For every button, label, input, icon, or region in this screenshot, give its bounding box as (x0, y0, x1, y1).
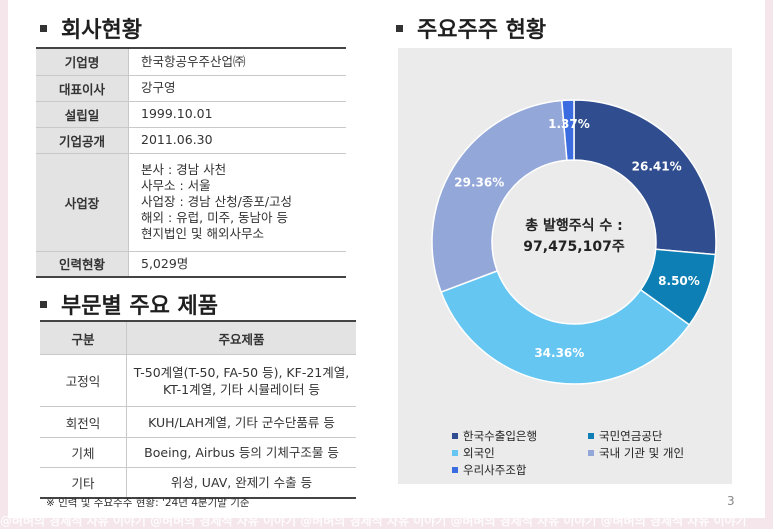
legend-label: 국내 기관 및 개인 (599, 446, 685, 460)
slice-label-1: 8.50% (658, 274, 700, 288)
info-value: 한국항공우주산업㈜ (128, 47, 346, 76)
donut-slice-2 (440, 269, 691, 385)
info-value: 강구영 (128, 75, 346, 102)
bullet-icon (40, 24, 47, 32)
legend-label: 우리사주조합 (463, 463, 527, 477)
table-row: 회전익 KUH/LAH계열, 기타 군수단품류 등 (40, 406, 356, 438)
product-items: T-50계열(T-50, FA-50 등), KF-21계열, KT-1계열, … (126, 354, 356, 407)
product-category: 기체 (40, 437, 127, 468)
page-number: 3 (727, 494, 735, 508)
donut-slice-4 (560, 99, 575, 162)
products-section-title: 부문별 주요 제품 (40, 288, 218, 320)
legend-item: 국민연금공단 (588, 428, 662, 444)
product-items: KUH/LAH계열, 기타 군수단품류 등 (126, 406, 356, 438)
product-items: Boeing, Airbus 등의 기체구조물 등 (126, 437, 356, 468)
table-row: 인력현황 5,029명 (36, 251, 346, 278)
legend-item: 외국인 (452, 445, 495, 461)
info-key: 기업명 (36, 47, 129, 76)
footnote: ※ 인력 및 주요주주 현황: '24년 4분기말 기준 (46, 497, 250, 509)
table-row: 고정익 T-50계열(T-50, FA-50 등), KF-21계열, KT-1… (40, 354, 356, 407)
company-info-table: 기업명 한국항공우주산업㈜ 대표이사 강구영 설립일 1999.10.01 기업… (36, 47, 346, 278)
legend-item: 한국수출입은행 (452, 428, 537, 444)
company-section-title: 회사현황 (40, 12, 142, 44)
table-row: 기업공개 2011.06.30 (36, 127, 346, 154)
legend-swatch (452, 432, 458, 439)
donut-slice-3 (431, 99, 568, 293)
table-row: 대표이사 강구영 (36, 75, 346, 102)
legend-item: 우리사주조합 (452, 462, 526, 478)
info-key: 인력현황 (36, 251, 129, 278)
product-category: 기타 (40, 467, 127, 499)
slice-label-4: 1.37% (548, 117, 590, 131)
legend-swatch (452, 466, 458, 473)
info-key: 대표이사 (36, 75, 129, 102)
bullet-icon (40, 300, 47, 308)
watermark: @벼벼의 경제적 자유 이야기 @벼벼의 경제적 자유 이야기 @벼벼의 경제적… (0, 514, 747, 528)
legend-label: 국민연금공단 (599, 429, 663, 443)
table-row: 기체 Boeing, Airbus 등의 기체구조물 등 (40, 437, 356, 468)
table-row: 기타 위성, UAV, 완제기 수출 등 (40, 467, 356, 499)
legend-swatch (588, 432, 594, 439)
legend-item: 국내 기관 및 개인 (588, 445, 684, 461)
info-key: 설립일 (36, 101, 129, 128)
center-label-line1: 총 발행주식 수 : (525, 217, 623, 234)
table-row: 설립일 1999.10.01 (36, 101, 346, 128)
table-row: 사업장 본사 : 경남 사천 사무소 : 서울 사업장 : 경남 산청/종포/고… (36, 153, 346, 252)
legend-label: 외국인 (463, 446, 495, 460)
products-table: 구분 주요제품 고정익 T-50계열(T-50, FA-50 등), KF-21… (40, 320, 356, 499)
table-row: 기업명 한국항공우주산업㈜ (36, 47, 346, 76)
info-value: 2011.06.30 (128, 127, 346, 154)
shareholders-section-title: 주요주주 현황 (396, 12, 546, 44)
product-category: 회전익 (40, 406, 127, 438)
info-value: 5,029명 (128, 251, 346, 278)
donut-slice-0 (573, 99, 717, 256)
product-items: 위성, UAV, 완제기 수출 등 (126, 467, 356, 499)
legend-label: 한국수출입은행 (463, 429, 538, 443)
info-key: 기업공개 (36, 127, 129, 154)
info-key: 사업장 (36, 153, 129, 252)
slice-label-2: 34.36% (534, 346, 584, 360)
table-header-row: 구분 주요제품 (40, 320, 356, 355)
info-value: 본사 : 경남 사천 사무소 : 서울 사업장 : 경남 산청/종포/고성 해외… (128, 153, 346, 252)
legend-swatch (452, 449, 458, 456)
bullet-icon (396, 24, 403, 32)
info-value: 1999.10.01 (128, 101, 346, 128)
column-header: 구분 (40, 320, 127, 355)
slice-label-3: 29.36% (454, 175, 504, 189)
slice-label-0: 26.41% (632, 159, 682, 173)
product-category: 고정익 (40, 354, 127, 407)
legend-swatch (588, 449, 594, 456)
column-header: 주요제품 (126, 320, 356, 355)
center-label-line2: 97,475,107주 (523, 239, 625, 255)
